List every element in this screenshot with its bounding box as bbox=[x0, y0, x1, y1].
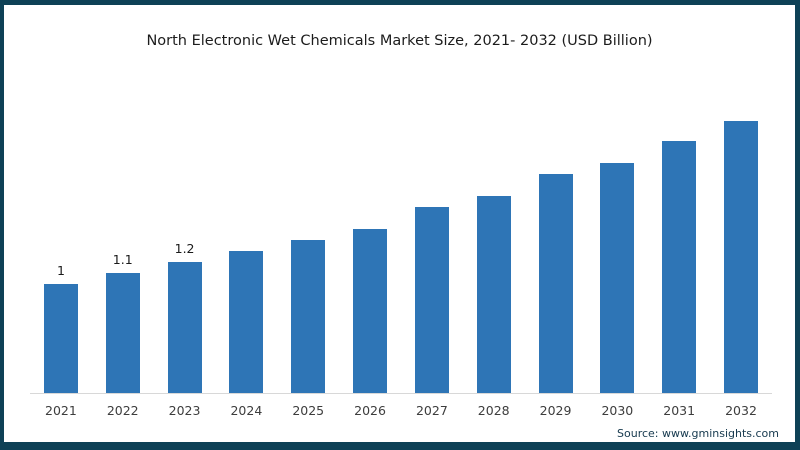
bar-2032 bbox=[724, 121, 759, 393]
x-axis-label-2031: 2031 bbox=[663, 403, 696, 418]
bar-cell-2024 bbox=[215, 114, 277, 393]
chart-title: North Electronic Wet Chemicals Market Si… bbox=[146, 33, 653, 49]
x-axis-label-2026: 2026 bbox=[354, 403, 386, 418]
bar-value-label-2023: 1.2 bbox=[174, 240, 195, 256]
x-axis-label-2021: 2021 bbox=[45, 403, 77, 418]
bar-cell-2032 bbox=[710, 114, 772, 393]
x-axis-label-2027: 2027 bbox=[415, 403, 448, 418]
source-text: Source: www.gminsights.com bbox=[617, 427, 779, 440]
x-axis-label-2022: 2022 bbox=[106, 403, 139, 418]
x-axis-label-2028: 2028 bbox=[477, 403, 510, 418]
bar-cell-2022: 1.1 bbox=[92, 114, 154, 393]
bar-2026 bbox=[353, 229, 388, 393]
bar-2021 bbox=[43, 284, 78, 393]
x-axis-labels: 2021 2022 2023 2024 2025 2026 2027 2028 2029 2030… bbox=[30, 403, 772, 418]
bar-cell-2026 bbox=[339, 114, 401, 393]
bar-cell-2023: 1.2 bbox=[154, 114, 216, 393]
bar-cell-2028 bbox=[463, 114, 525, 393]
bar-cell-2030 bbox=[586, 114, 648, 393]
bar-cell-2029 bbox=[525, 114, 587, 393]
plot-area: 1 1.1 1.2 bbox=[30, 114, 772, 394]
bar-2030 bbox=[600, 163, 635, 393]
bar-cell-2025 bbox=[277, 114, 339, 393]
x-axis-label-2024: 2024 bbox=[230, 403, 263, 418]
x-axis-label-2029: 2029 bbox=[539, 403, 572, 418]
bar-2029 bbox=[538, 174, 573, 393]
x-axis-label-2023: 2023 bbox=[168, 403, 201, 418]
x-axis-label-2025: 2025 bbox=[292, 403, 325, 418]
bar-cell-2021: 1 bbox=[30, 114, 92, 393]
bar-cell-2031 bbox=[648, 114, 710, 393]
x-axis-label-2030: 2030 bbox=[601, 403, 634, 418]
bar-2028 bbox=[476, 196, 511, 393]
bar-2031 bbox=[662, 141, 697, 393]
bar-value-label-2021: 1 bbox=[56, 262, 65, 278]
bar-2023 bbox=[167, 262, 202, 393]
bar-value-label-2022: 1.1 bbox=[112, 251, 133, 267]
x-axis-label-2032: 2032 bbox=[725, 403, 757, 418]
bar-2024 bbox=[229, 251, 264, 393]
bar-cell-2027 bbox=[401, 114, 463, 393]
bar-2027 bbox=[414, 207, 449, 393]
bar-2025 bbox=[291, 240, 326, 393]
bar-2022 bbox=[105, 273, 140, 393]
